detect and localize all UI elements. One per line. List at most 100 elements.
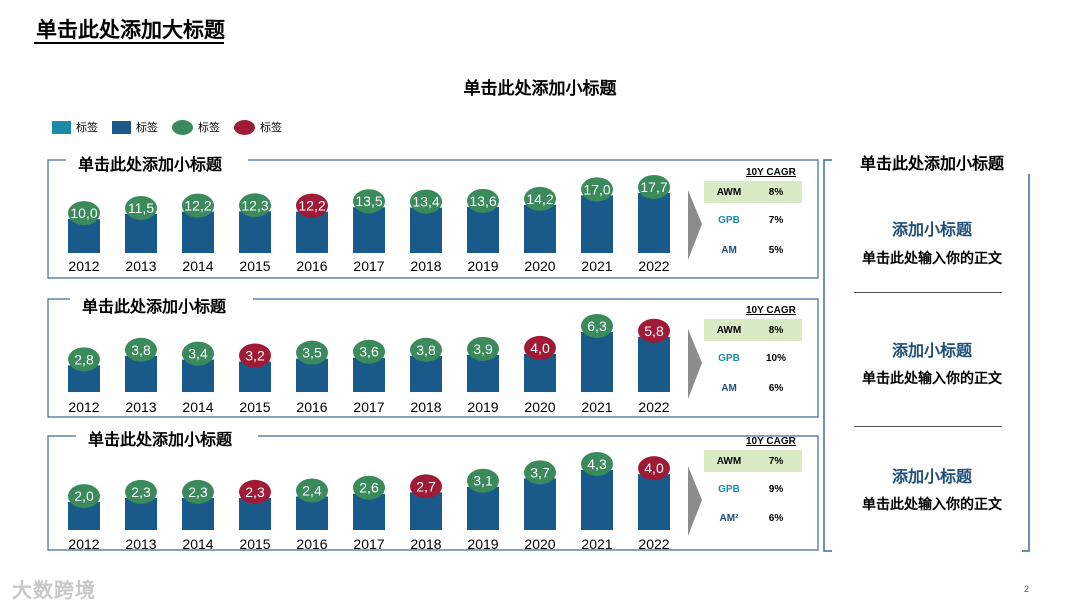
data-label: 2,3 <box>131 484 151 500</box>
data-label: 3,4 <box>188 346 208 362</box>
data-bubble <box>353 339 385 364</box>
x-tick-label: 2013 <box>125 258 156 274</box>
x-tick-label: 2017 <box>353 258 384 274</box>
side-divider <box>854 292 1002 293</box>
cagr-row: AWM 8% <box>704 319 802 341</box>
data-label: 13,4 <box>412 194 439 210</box>
data-bubble <box>296 478 328 503</box>
bar <box>410 492 442 530</box>
cagr-value: 9% <box>768 483 784 495</box>
data-bubble <box>68 484 100 509</box>
data-bubble <box>581 452 613 476</box>
cagr-value: 7% <box>768 214 784 226</box>
cagr-value: 6% <box>768 512 784 524</box>
main-title: 单击此处添加大标题 <box>36 19 225 42</box>
chart-panel-1: 10,0 2012 11,5 2013 12,2 2014 12,3 2015 12,2 2016… <box>47 150 819 280</box>
bar <box>638 193 670 253</box>
data-label: 12,2 <box>298 198 325 214</box>
legend-item: 标签 <box>234 119 282 135</box>
data-bubble <box>125 196 157 221</box>
chart-1-svg: 10,0 2012 11,5 2013 12,2 2014 12,3 2015 12,2 2016… <box>47 159 819 279</box>
data-bubble <box>125 337 157 362</box>
cagr-label: AWM <box>716 186 742 198</box>
data-bubble <box>638 175 670 199</box>
data-label: 13,6 <box>469 193 496 209</box>
data-label: 5,8 <box>644 323 664 339</box>
data-label: 3,2 <box>245 348 265 364</box>
x-tick-label: 2017 <box>353 399 384 415</box>
x-tick-label: 2022 <box>638 258 669 274</box>
data-label: 2,4 <box>302 483 322 499</box>
cagr-value: 6% <box>768 382 784 394</box>
cagr-value: 10% <box>765 352 786 364</box>
data-label: 3,1 <box>473 473 493 489</box>
cagr-value: 8% <box>768 186 784 198</box>
data-bubble <box>581 177 613 202</box>
x-tick-label: 2016 <box>296 258 327 274</box>
x-tick-label: 2022 <box>638 399 669 415</box>
data-label: 3,9 <box>473 341 493 357</box>
cagr-row: GPB 7% <box>704 209 802 231</box>
data-label: 10,0 <box>70 205 97 221</box>
chart-1-title: 单击此处添加小标题 <box>72 151 229 175</box>
side-item-body: 单击此处输入你的正文 <box>862 496 1002 512</box>
data-bubble <box>353 189 385 214</box>
bar <box>638 336 670 392</box>
data-label: 14,2 <box>526 191 553 207</box>
bar <box>581 332 613 392</box>
legend-swatch-red <box>234 119 255 135</box>
page-number: 2 <box>1024 584 1030 594</box>
side-item-title: 添加小标题 <box>891 469 972 486</box>
chart-3-title: 单击此处添加小标题 <box>82 426 239 450</box>
data-bubble <box>467 336 499 361</box>
data-label: 12,2 <box>184 198 211 214</box>
x-tick-label: 2012 <box>68 399 99 415</box>
side-item-body: 单击此处输入你的正文 <box>862 250 1002 266</box>
data-label: 2,7 <box>416 478 436 494</box>
x-tick-label: 2020 <box>524 536 555 552</box>
legend-label: 标签 <box>198 122 220 134</box>
data-bubble <box>581 314 613 338</box>
bar <box>581 470 613 530</box>
cagr-row: AWM 7% <box>704 450 802 472</box>
side-divider <box>854 426 1002 427</box>
legend: 标签 标签 标签 标签 <box>52 119 282 135</box>
x-tick-label: 2015 <box>239 258 270 274</box>
data-bubble <box>239 343 271 368</box>
x-tick-label: 2021 <box>581 536 612 552</box>
bar <box>125 355 157 392</box>
chart-arrow <box>688 466 702 536</box>
bar <box>353 207 385 253</box>
bar <box>239 211 271 253</box>
legend-label: 标签 <box>136 122 158 134</box>
x-tick-label: 2015 <box>239 399 270 415</box>
cagr-row: AM² 6% <box>704 507 802 529</box>
legend-item: 标签 <box>172 119 220 135</box>
chart-panel-3: 2,0 2012 2,3 2013 2,3 2014 2,3 2015 2,4 2016 2,6 20… <box>47 426 819 552</box>
side-item-title: 添加小标题 <box>891 343 972 360</box>
data-label: 3,5 <box>302 345 322 361</box>
cagr-label: AWM <box>716 324 742 336</box>
data-bubble <box>182 479 214 504</box>
legend-label: 标签 <box>260 122 282 134</box>
cagr-title: 10Y CAGR <box>746 167 796 178</box>
x-tick-label: 2018 <box>410 258 441 274</box>
bar <box>638 474 670 530</box>
x-tick-label: 2016 <box>296 536 327 552</box>
cagr-label: GPB <box>718 214 740 226</box>
x-tick-label: 2018 <box>410 536 441 552</box>
data-label: 3,7 <box>530 464 550 480</box>
bar <box>410 355 442 392</box>
data-label: 2,0 <box>74 488 94 504</box>
x-tick-label: 2016 <box>296 399 327 415</box>
cagr-label: AM² <box>719 512 739 524</box>
data-bubble <box>68 201 100 226</box>
data-bubble <box>524 335 556 360</box>
data-bubble <box>410 474 442 499</box>
cagr-label: AM <box>721 382 737 394</box>
cagr-value: 7% <box>768 455 784 467</box>
data-label: 11,5 <box>128 200 154 216</box>
x-tick-label: 2015 <box>239 536 270 552</box>
data-label: 4,0 <box>644 460 664 476</box>
x-tick-label: 2019 <box>467 536 498 552</box>
